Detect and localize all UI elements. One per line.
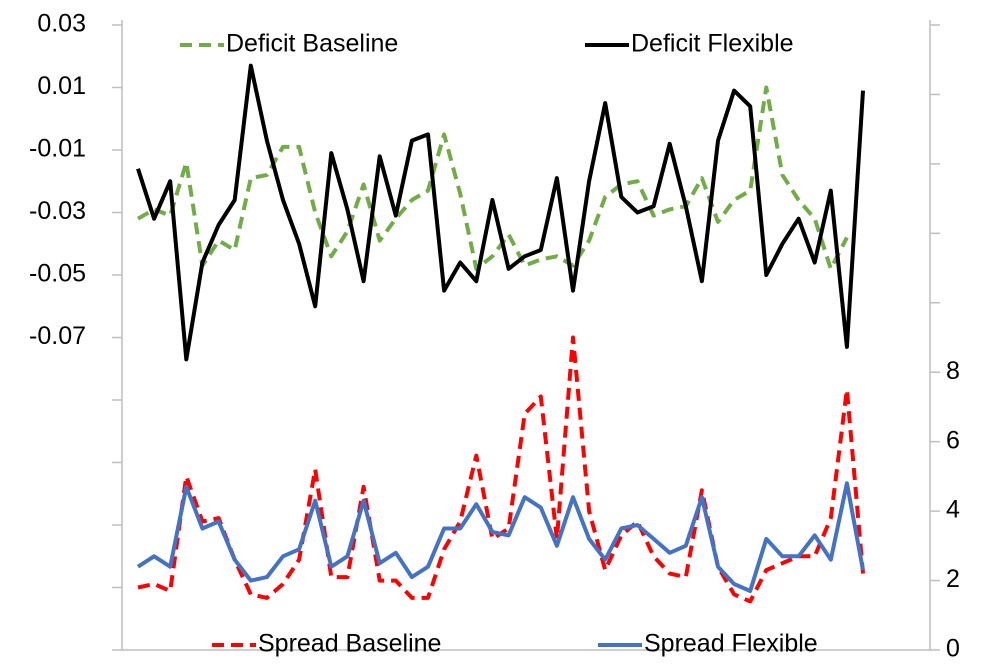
y2-tick-label: 6 [946, 426, 960, 454]
y-tick-label: -0.05 [29, 260, 86, 288]
y2-tick-label: 8 [946, 357, 960, 385]
y2-tick-label: 0 [946, 635, 960, 662]
data-line [136, 85, 849, 271]
data-line [136, 481, 865, 593]
legend-label: Spread Flexible [644, 630, 818, 658]
y-tick-label: -0.03 [29, 197, 86, 225]
legend-label: Deficit Baseline [226, 30, 398, 58]
legend-label: Deficit Flexible [631, 30, 794, 58]
y-tick-label: 0.01 [37, 72, 86, 100]
y-tick-label: -0.07 [29, 322, 86, 350]
y2-tick-label: 2 [946, 565, 960, 593]
y-tick-label: -0.01 [29, 135, 86, 163]
y-tick-label: 0.03 [37, 10, 86, 38]
data-line [136, 63, 865, 362]
legend-label: Spread Baseline [258, 630, 441, 658]
data-line [137, 335, 865, 604]
y2-tick-label: 4 [946, 496, 960, 524]
